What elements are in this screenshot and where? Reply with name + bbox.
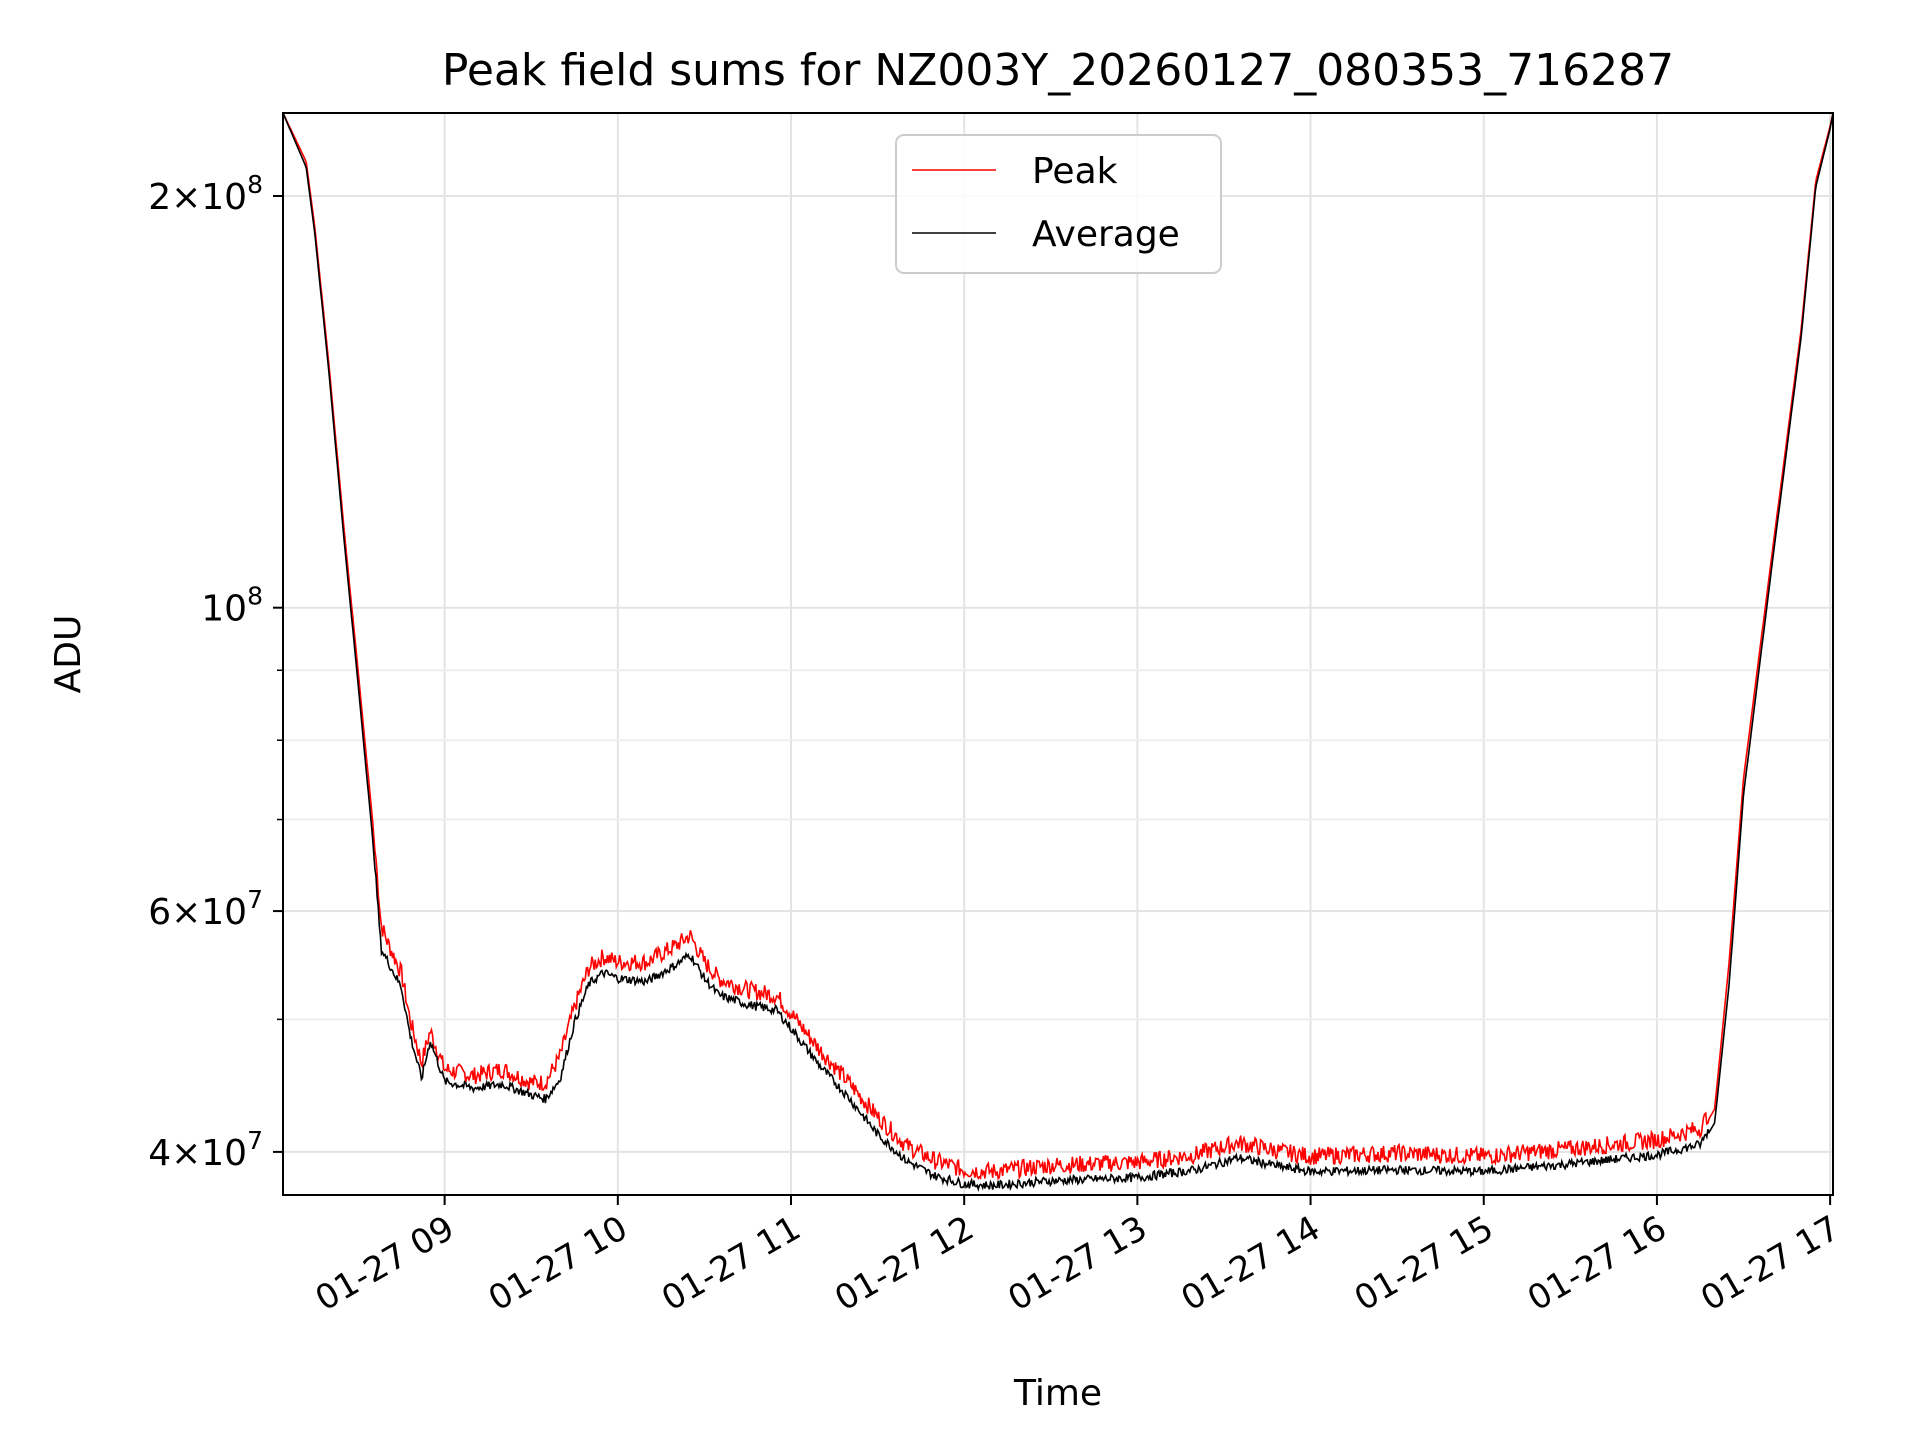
plot-frame xyxy=(282,112,1834,1196)
y-tick-label: 4×107 xyxy=(148,1126,263,1174)
series-layer xyxy=(283,113,1833,1192)
y-tick-label: 2×108 xyxy=(148,170,263,218)
y-axis-label: ADU xyxy=(48,615,89,694)
y-tick-exponent: 7 xyxy=(247,1126,263,1155)
x-axis-label: Time xyxy=(1013,1373,1102,1414)
y-tick-exponent: 8 xyxy=(247,170,263,199)
y-tick-base: 10 xyxy=(201,589,247,630)
y-tick-label: 108 xyxy=(201,582,263,630)
series-line-average xyxy=(283,113,1833,1192)
y-tick-times: ×10 xyxy=(171,1133,247,1174)
y-tick-exponent: 7 xyxy=(247,885,263,914)
legend-label-average: Average xyxy=(1032,214,1180,255)
chart-title: Peak field sums for NZ003Y_20260127_0803… xyxy=(442,45,1674,96)
y-tick-mantissa: 2 xyxy=(148,177,171,218)
series-line-peak xyxy=(283,113,1833,1181)
y-tick-label: 6×107 xyxy=(148,885,263,933)
y-tick-exponent: 8 xyxy=(247,582,263,611)
y-tick-times: ×10 xyxy=(171,177,247,218)
legend: Peak Average xyxy=(895,134,1222,274)
legend-label-peak: Peak xyxy=(1032,151,1118,192)
y-tick-mantissa: 6 xyxy=(148,892,171,933)
y-tick-times: ×10 xyxy=(171,892,247,933)
y-tick-mantissa: 4 xyxy=(148,1133,171,1174)
